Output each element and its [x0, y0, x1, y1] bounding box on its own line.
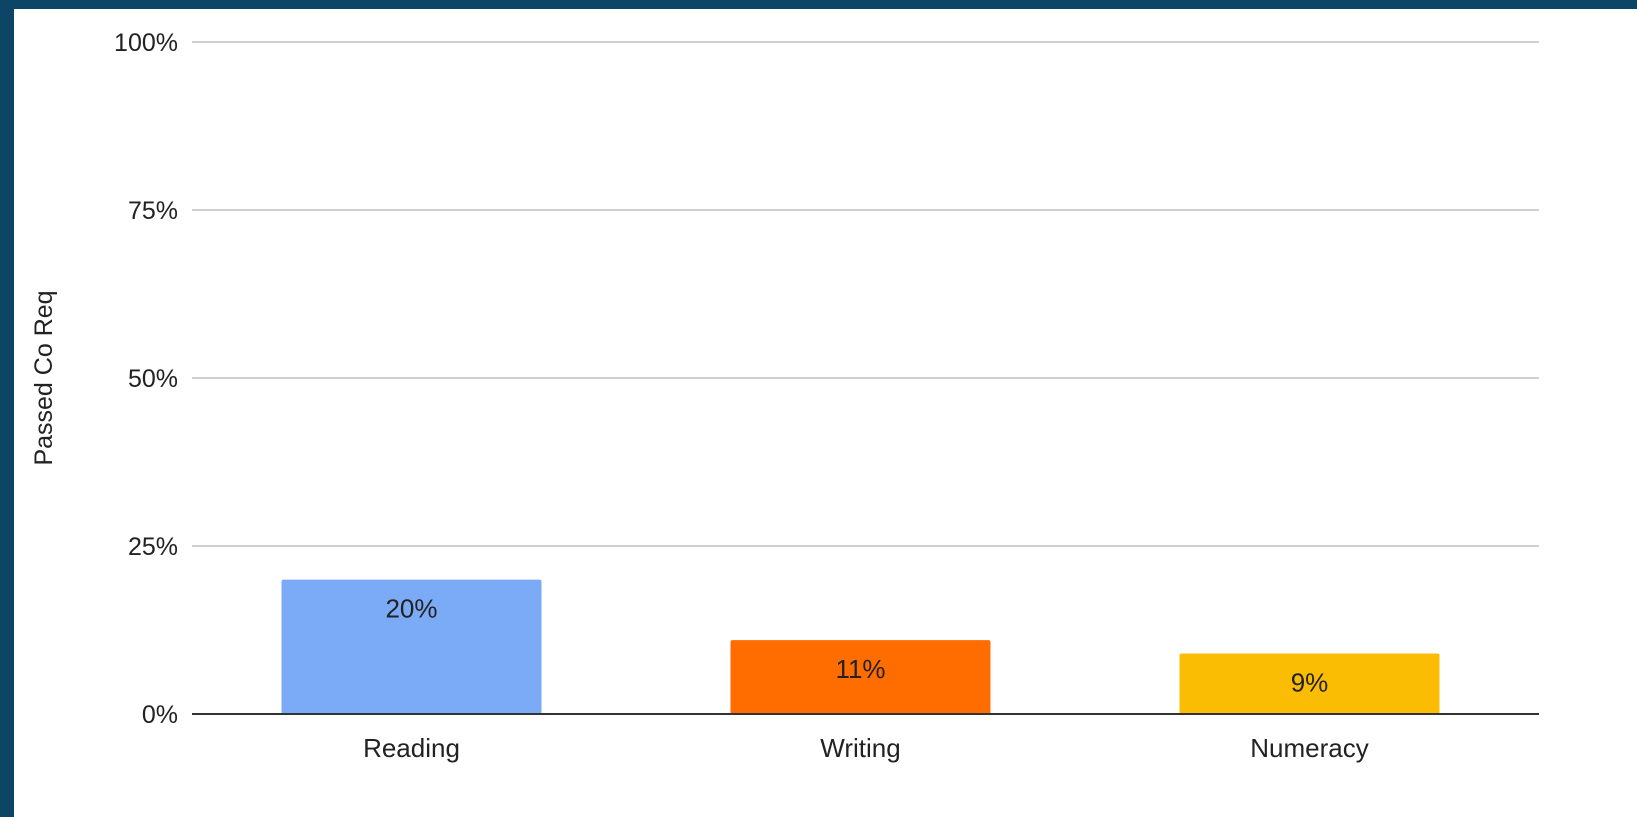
bar-value-label: 11%	[835, 654, 885, 684]
gridlines	[192, 41, 1539, 547]
bar-reading	[281, 579, 542, 714]
x-tick-label: Writing	[820, 733, 900, 763]
x-tick-labels: Reading Writing Numeracy	[363, 733, 1369, 763]
x-tick-label: Numeracy	[1250, 733, 1368, 763]
y-tick-labels: 0% 25% 50% 75% 100%	[114, 29, 178, 729]
x-tick-label: Reading	[363, 733, 460, 763]
y-tick-label: 75%	[128, 197, 178, 225]
y-tick-label: 0%	[142, 701, 178, 729]
y-tick-label: 50%	[128, 365, 178, 393]
y-tick-label: 100%	[114, 29, 178, 57]
bar-numeracy	[1179, 653, 1440, 714]
bar-chart: 20% 11% 9% 0% 25% 50% 75% 100% Reading Writing N…	[30, 29, 1539, 763]
bar-value-label: 9%	[1291, 668, 1329, 698]
bar-value-label: 20%	[385, 594, 437, 624]
y-axis-title: Passed Co Req	[30, 290, 58, 465]
bar-writing	[730, 640, 991, 714]
y-tick-label: 25%	[128, 533, 178, 561]
frame-top-border	[0, 0, 1637, 9]
bars: 20% 11% 9%	[281, 579, 1440, 714]
chart-panel: 20% 11% 9% 0% 25% 50% 75% 100% Reading Writing N…	[14, 9, 1637, 817]
